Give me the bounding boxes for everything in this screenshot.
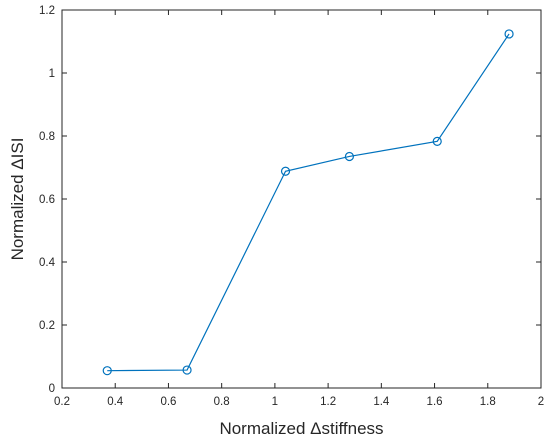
x-tick-label: 0.2	[54, 396, 70, 408]
y-tick-label: 0.6	[39, 194, 55, 206]
series-layer	[102, 29, 514, 376]
y-tick-label: 0.2	[39, 320, 55, 332]
x-tick-label: 1.4	[373, 396, 390, 408]
y-tick-label: 0.4	[39, 257, 56, 269]
x-tick-label: 2	[538, 396, 544, 408]
x-tick-label: 1	[272, 396, 278, 408]
data-point-marker	[432, 136, 442, 146]
x-tick-label: 1.6	[427, 396, 443, 408]
x-axis-ticks: 0.2 0.4 0.6 0.8 1 1.2 1.4 1.6 1.8 2	[54, 10, 544, 408]
x-axis-title: Normalized Δstiffness	[219, 419, 383, 438]
y-axis-ticks: 0 0.2 0.4 0.6 0.8 1 1.2	[39, 5, 541, 395]
data-point-marker	[182, 365, 192, 375]
series-line	[107, 33, 510, 372]
data-point-marker	[280, 166, 291, 176]
x-tick-label: 1.8	[480, 396, 496, 408]
x-tick-label: 0.6	[160, 396, 176, 408]
data-point-marker	[102, 366, 112, 376]
data-point-marker	[504, 29, 514, 39]
y-tick-label: 1	[49, 68, 55, 80]
y-tick-label: 1.2	[39, 5, 55, 17]
plot-frame	[61, 9, 542, 389]
data-point-marker	[344, 151, 354, 162]
x-tick-label: 0.8	[214, 396, 230, 408]
x-tick-label: 0.4	[107, 396, 124, 408]
plot-area	[62, 10, 541, 388]
y-tick-label: 0.8	[39, 131, 55, 143]
y-axis-title: Normalized ΔISI	[8, 138, 27, 261]
y-tick-label: 0	[49, 383, 55, 395]
x-tick-label: 1.2	[320, 396, 336, 408]
